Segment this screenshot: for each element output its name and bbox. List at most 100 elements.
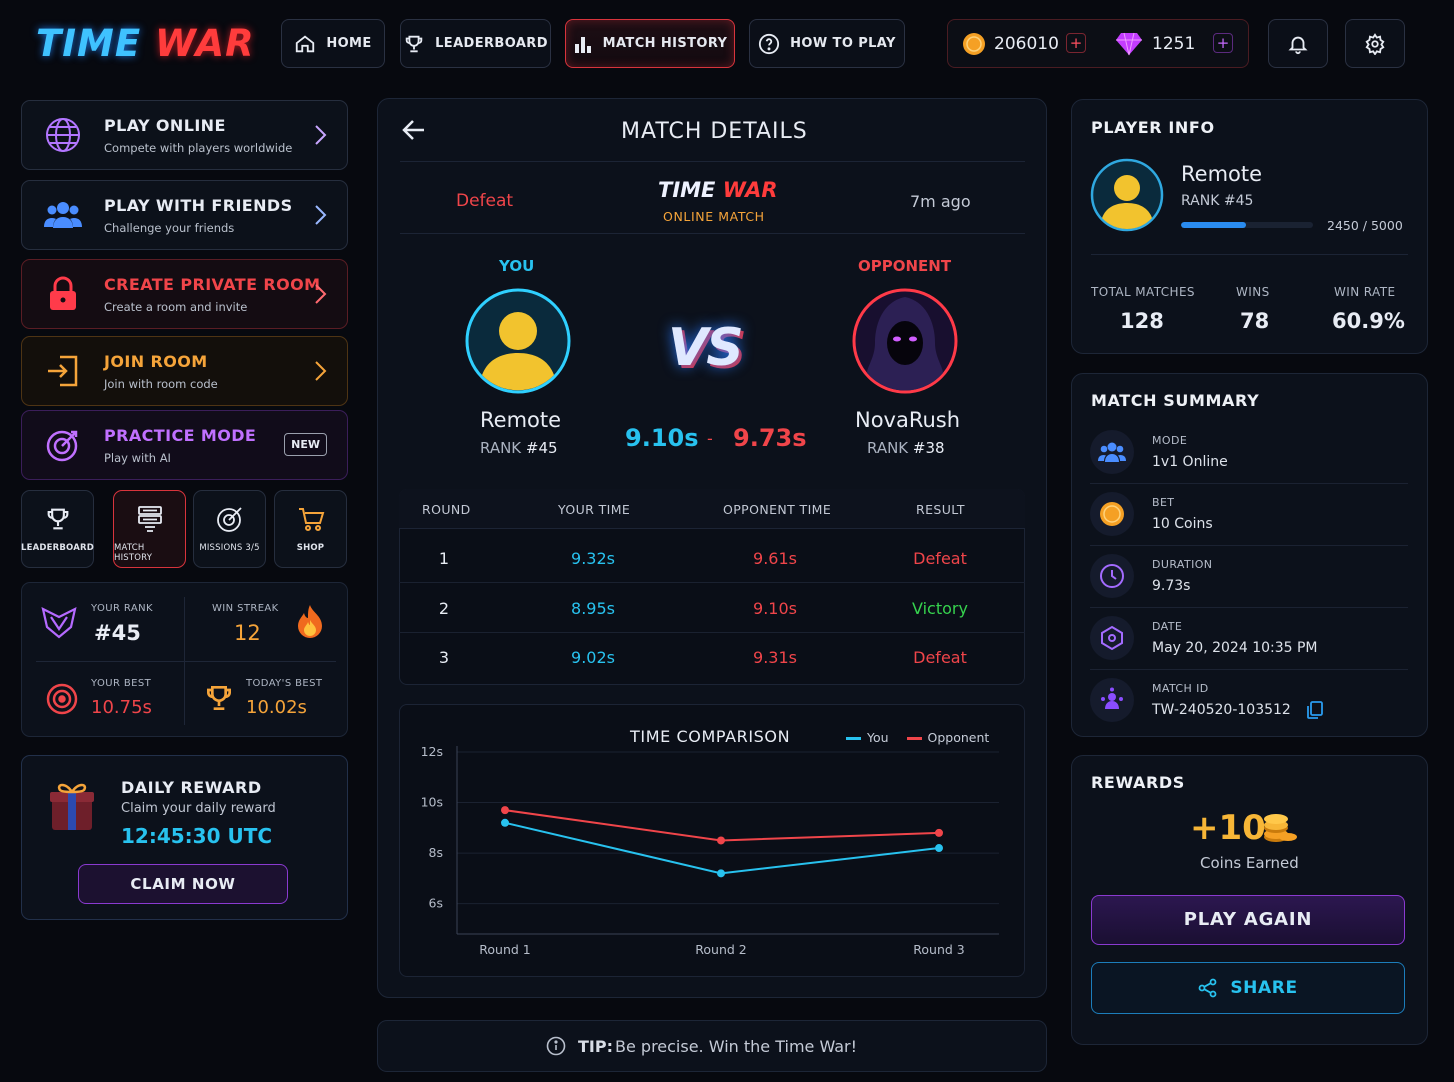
nav-how-to-play[interactable]: HOW TO PLAY	[749, 19, 905, 68]
chart-canvas: 12s 10s 8s 6s Round 1 Round 2 Round 3	[421, 744, 999, 957]
tile-leaderboard[interactable]: LEADERBOARD	[21, 490, 94, 568]
share-button[interactable]: SHARE	[1091, 962, 1405, 1014]
info-icon	[546, 1036, 566, 1056]
calendar-icon	[1101, 625, 1123, 651]
reward-amount: +10	[1190, 808, 1266, 848]
y-tick-label: 10s	[421, 795, 443, 810]
player-total-time: 9.10s	[625, 424, 699, 452]
your-best-value: 10.75s	[91, 697, 152, 718]
chart-title: TIME COMPARISON	[630, 727, 791, 746]
divider	[400, 161, 1025, 162]
match-details-title: MATCH DETAILS	[621, 119, 808, 144]
clock-icon	[1100, 564, 1124, 588]
add-gems-button[interactable]: +	[1213, 33, 1233, 53]
play-again-button[interactable]: PLAY AGAIN	[1091, 895, 1405, 945]
globe-icon	[46, 118, 80, 152]
xp-progress-bar	[1181, 222, 1313, 228]
data-point	[501, 818, 509, 827]
opponent-total-time: 9.73s	[733, 424, 807, 452]
time-comparison-chart	[399, 704, 1025, 977]
settings-button[interactable]	[1345, 19, 1405, 68]
nav-home[interactable]: HOME	[281, 19, 385, 68]
flame-icon	[298, 605, 322, 638]
coin-stack-icon	[1264, 814, 1297, 842]
series-line-opponent	[504, 809, 940, 842]
claim-now-button[interactable]: CLAIM NOW	[78, 864, 288, 904]
legend-you-swatch	[846, 737, 861, 740]
tile-missions[interactable]: MISSIONS 3/5	[193, 490, 266, 568]
chevron-right-icon	[315, 361, 327, 381]
tile-shop[interactable]: SHOP	[274, 490, 347, 568]
lock-icon	[50, 276, 76, 310]
add-coins-button[interactable]: +	[1066, 33, 1086, 53]
target-icon	[46, 683, 78, 715]
nav-leaderboard[interactable]: LEADERBOARD	[400, 19, 551, 68]
summary-bet: BET 10 Coins	[1090, 484, 1408, 546]
daily-reward-timer: 12:45:30 UTC	[121, 824, 273, 848]
target-icon	[46, 430, 78, 462]
id-badge-icon	[1101, 687, 1123, 709]
share-icon	[1198, 978, 1217, 998]
gear-icon	[1365, 32, 1385, 55]
summary-date: DATE May 20, 2024 10:35 PM	[1090, 608, 1408, 670]
tip-prefix: TIP:	[578, 1037, 613, 1056]
vs-emblem: VS	[668, 318, 744, 378]
opponent-rank: RANK #38	[867, 439, 945, 457]
coin-balance: 206010	[994, 34, 1059, 54]
chevron-right-icon	[315, 284, 327, 304]
summary-match-id: MATCH ID TW-240520-103512	[1090, 670, 1408, 732]
menu-join-room[interactable]: JOIN ROOM Join with room code	[21, 336, 348, 406]
player-info-avatar	[1090, 158, 1164, 232]
win-streak-value: 12	[234, 621, 261, 645]
data-point	[717, 869, 725, 878]
enter-icon	[48, 355, 78, 387]
reward-caption: Coins Earned	[1200, 854, 1299, 872]
back-arrow-icon[interactable]	[402, 119, 426, 141]
match-type: ONLINE MATCH	[663, 209, 765, 224]
legend-opponent-label: Opponent	[927, 730, 990, 745]
opponent-label: OPPONENT	[858, 257, 952, 275]
data-point	[935, 828, 943, 837]
nav-match-history[interactable]: MATCH HISTORY	[565, 19, 735, 68]
menu-practice-mode[interactable]: PRACTICE MODE Play with AI NEW	[21, 410, 348, 480]
rank-emblem-icon	[41, 606, 77, 639]
series-line-you	[504, 821, 940, 875]
you-label: YOU	[499, 257, 535, 275]
home-icon	[296, 35, 315, 52]
trophy-icon	[207, 686, 231, 710]
trophy-icon	[405, 35, 423, 52]
summary-duration: DURATION 9.73s	[1090, 546, 1408, 608]
gem-balance: 1251	[1152, 34, 1196, 54]
legend-opponent-swatch	[906, 737, 922, 740]
menu-play-with-friends[interactable]: PLAY WITH FRIENDS Challenge your friends	[21, 180, 348, 250]
player-info-title: PLAYER INFO	[1091, 118, 1215, 137]
y-tick-label: 12s	[421, 744, 443, 759]
notifications-button[interactable]	[1268, 19, 1328, 68]
cart-icon	[298, 508, 324, 531]
legend-you-label: You	[867, 730, 889, 745]
copy-icon[interactable]	[1305, 700, 1325, 720]
match-time-ago: 7m ago	[910, 192, 971, 211]
player-name: Remote	[480, 408, 562, 432]
data-point	[501, 806, 509, 815]
opponent-name: NovaRush	[855, 408, 961, 432]
player-info-name: Remote	[1181, 162, 1263, 186]
player-avatar	[465, 288, 571, 394]
gem-icon	[1116, 32, 1142, 56]
match-summary-panel	[1071, 373, 1428, 737]
data-point	[717, 836, 725, 845]
bell-icon	[1288, 36, 1308, 54]
match-result: Defeat	[456, 191, 514, 211]
win-rate-value: 60.9%	[1332, 309, 1405, 333]
player-info-rank: RANK #45	[1181, 193, 1254, 209]
menu-create-private-room[interactable]: CREATE PRIVATE ROOM Create a room and inv…	[21, 259, 348, 329]
gift-icon	[50, 783, 94, 830]
trophy-icon	[47, 508, 68, 530]
xp-value: 2450 / 5000	[1327, 218, 1403, 233]
tip-bar	[377, 1020, 1047, 1072]
your-rank-value: #45	[94, 621, 141, 645]
tile-match-history[interactable]: MATCH HISTORY	[113, 490, 186, 568]
chevron-right-icon	[315, 125, 327, 145]
menu-play-online[interactable]: PLAY ONLINE Compete with players worldwid…	[21, 100, 348, 170]
question-icon	[759, 33, 780, 54]
